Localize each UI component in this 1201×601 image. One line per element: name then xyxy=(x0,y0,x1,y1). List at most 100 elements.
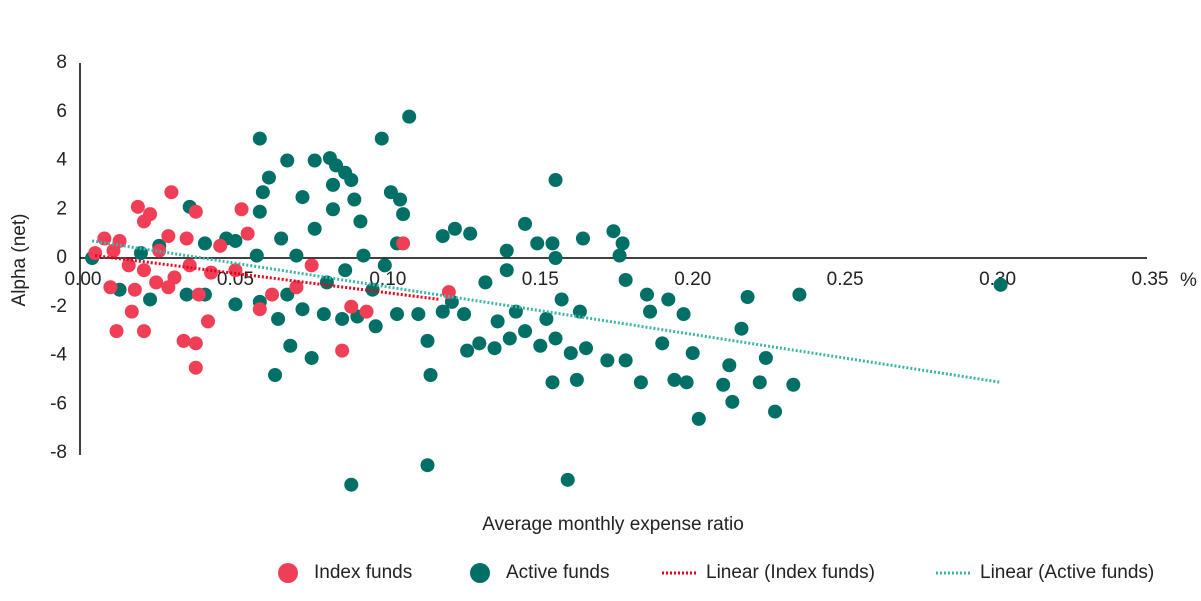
data-point xyxy=(252,204,267,219)
data-point xyxy=(344,477,359,492)
x-tick-label: 0.25 xyxy=(827,269,864,290)
legend-label: Index funds xyxy=(314,562,412,583)
y-tick-label: -6 xyxy=(50,393,67,414)
data-point xyxy=(161,229,176,244)
data-point xyxy=(274,231,289,246)
trend-line xyxy=(95,254,440,301)
trend-line xyxy=(91,239,1001,384)
data-point xyxy=(460,343,475,358)
data-point xyxy=(639,287,654,302)
legend-label: Active funds xyxy=(506,562,610,583)
data-point xyxy=(182,258,197,273)
data-point xyxy=(280,153,295,168)
data-point xyxy=(325,177,340,192)
data-point xyxy=(109,324,124,339)
data-point xyxy=(188,360,203,375)
data-point xyxy=(228,263,243,278)
data-point xyxy=(487,341,502,356)
data-point xyxy=(643,304,658,319)
data-point xyxy=(685,346,700,361)
legend-swatch xyxy=(278,563,298,583)
data-point xyxy=(518,216,533,231)
data-point xyxy=(268,368,283,382)
y-tick-label: 2 xyxy=(56,198,67,219)
data-point xyxy=(191,287,206,302)
data-point xyxy=(124,304,139,319)
y-tick-label: 6 xyxy=(56,101,67,122)
y-tick-label: 8 xyxy=(56,52,67,73)
data-point xyxy=(179,287,194,302)
data-point xyxy=(356,248,371,263)
data-point xyxy=(374,131,389,146)
x-axis-label: Average monthly expense ratio xyxy=(482,514,744,535)
data-point xyxy=(106,243,121,258)
data-point xyxy=(655,336,670,351)
data-point xyxy=(368,319,383,334)
data-point xyxy=(679,375,694,390)
data-point xyxy=(176,333,191,348)
data-point xyxy=(993,277,1008,292)
x-tick-label: 0.15 xyxy=(522,269,559,290)
data-point xyxy=(344,173,359,187)
data-point xyxy=(103,280,118,295)
data-point xyxy=(197,236,212,251)
data-point xyxy=(472,336,487,351)
data-point xyxy=(390,307,405,322)
data-point xyxy=(420,458,435,473)
data-point xyxy=(325,202,340,217)
x-tick-label: 0.20 xyxy=(674,269,711,290)
data-point xyxy=(575,231,590,246)
data-point xyxy=(127,282,142,297)
data-point xyxy=(396,236,411,251)
data-point xyxy=(188,204,203,219)
y-axis-label: Alpha (net) xyxy=(9,214,30,307)
y-tick-label: -2 xyxy=(50,296,67,317)
data-point xyxy=(435,304,450,319)
data-point xyxy=(252,131,267,146)
data-point xyxy=(423,368,438,382)
data-point xyxy=(161,280,176,295)
x-unit-label: % xyxy=(1180,270,1197,291)
data-point xyxy=(396,207,411,222)
data-point xyxy=(548,173,563,187)
data-point xyxy=(304,350,319,365)
data-point xyxy=(234,202,249,217)
data-point xyxy=(716,377,731,392)
data-point xyxy=(179,231,194,246)
y-tick-label: -4 xyxy=(50,345,67,366)
data-point xyxy=(136,214,151,229)
data-point xyxy=(377,258,392,273)
data-point xyxy=(152,243,167,258)
data-point xyxy=(786,377,801,392)
data-point xyxy=(265,287,280,302)
x-tick-label: 0.35 xyxy=(1132,269,1169,290)
data-point xyxy=(691,411,706,426)
data-point xyxy=(240,226,255,241)
data-point xyxy=(359,304,374,319)
data-point xyxy=(768,404,783,419)
data-point xyxy=(478,275,493,290)
data-point xyxy=(402,109,417,124)
data-point xyxy=(121,258,136,273)
data-point xyxy=(304,258,319,273)
legend-swatch xyxy=(470,563,490,583)
data-point xyxy=(295,302,310,317)
data-point xyxy=(347,192,362,207)
legend-label: Linear (Active funds) xyxy=(980,562,1154,583)
data-point xyxy=(463,226,478,241)
data-point xyxy=(615,236,630,251)
data-point xyxy=(447,221,462,236)
data-point xyxy=(307,221,322,236)
x-tick-label: 0.00 xyxy=(65,269,102,290)
data-point xyxy=(249,248,264,263)
data-point xyxy=(283,338,298,353)
data-point xyxy=(502,331,517,346)
y-tick-label: 0 xyxy=(56,247,67,268)
data-point xyxy=(353,214,368,229)
data-point xyxy=(316,307,331,322)
data-point xyxy=(548,251,563,265)
data-point xyxy=(252,302,267,317)
data-point xyxy=(518,324,533,339)
data-point xyxy=(188,336,203,351)
data-point xyxy=(420,333,435,348)
